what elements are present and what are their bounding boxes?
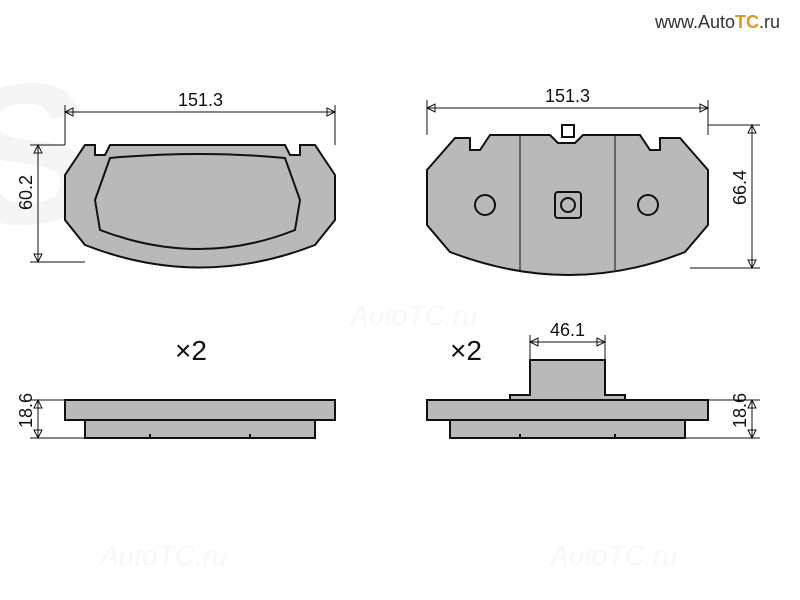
left-height-dim: 60.2 bbox=[16, 175, 36, 210]
left-pad-side: 18.6 bbox=[16, 393, 335, 438]
right-multiplier: ×2 bbox=[450, 335, 482, 366]
url-prefix: www.Auto bbox=[655, 12, 735, 32]
right-pad-back: 151.3 66.4 bbox=[427, 86, 760, 275]
right-side-height-dim: 18.6 bbox=[730, 393, 750, 428]
left-side-height-dim: 18.6 bbox=[16, 393, 36, 428]
source-url: www.AutoTC.ru bbox=[655, 12, 780, 33]
right-height-dim: 66.4 bbox=[730, 170, 750, 205]
left-width-dim: 151.3 bbox=[178, 90, 223, 110]
left-multiplier: ×2 bbox=[175, 335, 207, 366]
clip-width-dim: 46.1 bbox=[550, 320, 585, 340]
diagram-container: 151.3 60.2 151.3 66.4 ×2 ×2 bbox=[0, 0, 800, 600]
url-suffix: .ru bbox=[759, 12, 780, 32]
url-tc: TC bbox=[735, 12, 759, 32]
technical-drawing: 151.3 60.2 151.3 66.4 ×2 ×2 bbox=[0, 0, 800, 600]
left-pad-front: 151.3 60.2 bbox=[16, 90, 335, 268]
right-width-dim: 151.3 bbox=[545, 86, 590, 106]
